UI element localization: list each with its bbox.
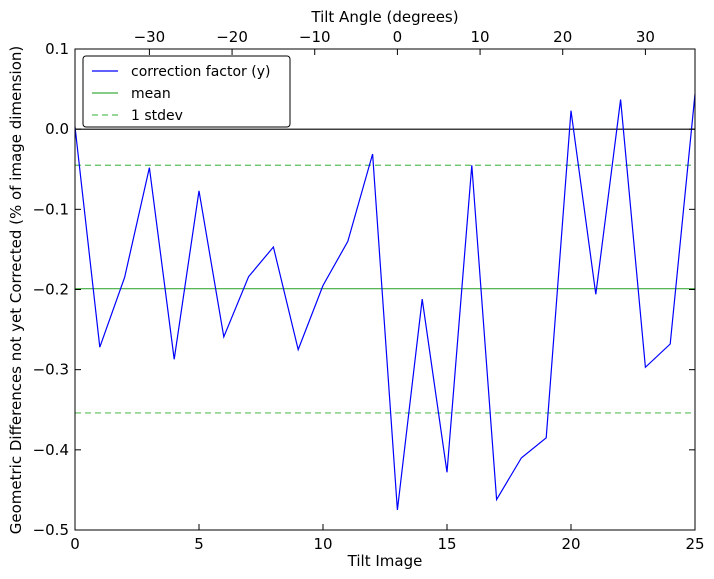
- top-x-tick-label: −20: [216, 28, 248, 46]
- legend: correction factor (y) mean 1 stdev: [82, 55, 291, 128]
- legend-label: mean: [131, 86, 171, 102]
- y-tick-label: −0.2: [33, 281, 69, 299]
- top-x-axis-label: Tilt Angle (degrees): [310, 8, 458, 26]
- y-tick-label: −0.1: [33, 200, 69, 218]
- y-tick-label: −0.3: [33, 361, 69, 379]
- x-axis-label: Tilt Image: [347, 552, 423, 570]
- x-tick-label: 10: [313, 535, 332, 553]
- axis-ticks: 0 5 10 15 20 25 −30 −20 −10 0 10 20 30 −0.5 −0.4 −0.3 −0…: [33, 28, 705, 553]
- series-line-correction-factor-y: [74, 93, 696, 511]
- y-tick-label: −0.4: [33, 441, 69, 459]
- top-x-tick-label: 0: [393, 28, 403, 46]
- legend-box: [82, 55, 291, 128]
- y-tick-label: −0.5: [33, 521, 69, 539]
- x-tick-label: 0: [70, 535, 80, 553]
- y-tick-label: 0.0: [45, 120, 69, 138]
- y-tick-label: 0.1: [45, 40, 69, 58]
- x-tick-label: 15: [437, 535, 456, 553]
- legend-entries: correction factor (y) mean 1 stdev: [92, 64, 270, 124]
- legend-label: 1 stdev: [131, 108, 183, 124]
- y-axis-label: Geometric Differences not yet Corrected …: [7, 46, 25, 535]
- top-x-tick-label: −30: [134, 28, 166, 46]
- x-tick-label: 20: [561, 535, 580, 553]
- top-x-tick-label: 20: [553, 28, 572, 46]
- x-tick-label: 25: [685, 535, 704, 553]
- top-x-tick-label: 30: [636, 28, 655, 46]
- x-tick-label: 5: [194, 535, 204, 553]
- top-x-tick-label: −10: [299, 28, 331, 46]
- legend-label: correction factor (y): [131, 64, 270, 80]
- top-x-tick-label: 10: [471, 28, 490, 46]
- plot-marks: [74, 93, 696, 511]
